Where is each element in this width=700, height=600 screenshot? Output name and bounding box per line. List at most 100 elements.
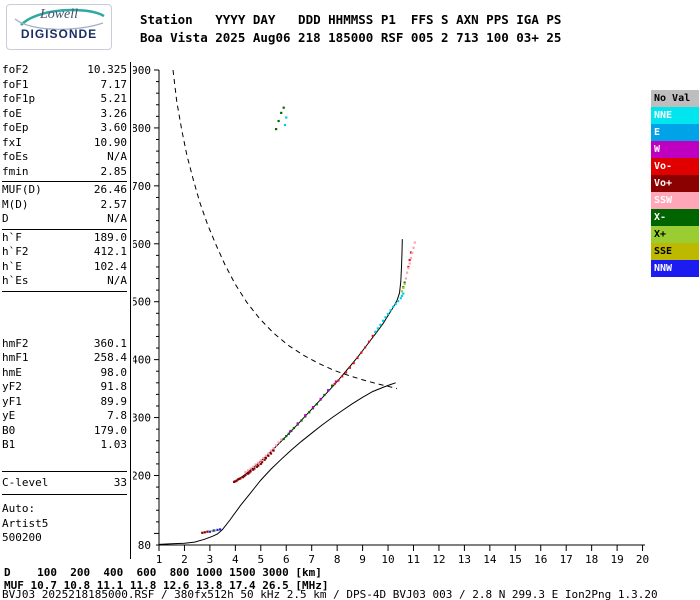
param-label: MUF(D) [2,183,42,196]
param-value: 91.8 [100,380,128,393]
param-label: foF2 [2,63,29,76]
param-row-Clevel: C-level 33 [2,476,127,491]
param-value: 26.46 [93,183,127,196]
x-tick-label: 11 [407,553,420,566]
x-tick-label: 2 [181,553,188,566]
scaled-o-trace [235,239,403,482]
x-tick-label: 7 [308,553,315,566]
param-label: fmin [2,164,29,178]
header-labels-line: Station YYYY DAY DDD HHMMSS P1 FFS S AXN… [140,12,562,27]
param-label: D [2,212,9,225]
doppler-legend: No Val NNE E W Vo- Vo+ SSW X- X+ SSE NNW [651,90,699,277]
param-row-D: D N/A [2,212,127,227]
param-label: foEs [2,150,29,163]
true-height-profile [158,382,396,545]
y-tick-label: 400 [133,354,151,367]
param-label: fxI [2,135,22,149]
param-group: MUF(D) 26.46 M(D) 2.57 D N/A [2,182,127,230]
param-label: B1 [2,438,16,451]
legend-item-SSE: SSE [651,243,699,260]
station-header: Station YYYY DAY DDD HHMMSS P1 FFS S AXN… [140,11,561,47]
param-label: h`F [2,230,22,244]
logo-name: Lowell [39,7,79,22]
param-value: 412.1 [93,245,127,258]
x-tick-label: 9 [359,553,366,566]
param-text: 500200 [2,531,42,544]
param-row-hF: h`F 189.0 [2,231,127,246]
ionogram-plot: 900 800 700 600 500 400 300 200 80 1 2 3 4 5 6 7 8 9 10 11 1… [131,62,655,582]
param-row-hmF2: hmF2 360.1 [2,337,127,352]
y-tick-label: 200 [133,469,151,482]
status-line: BVJ03_2025218185000.RSF / 380fx512h 50 k… [2,588,658,600]
legend-item-NNW: NNW [651,260,699,277]
param-group: foF2 10.325 foF1 7.17 foF1p 5.21 foE 3.26 foEp 3.… [2,62,127,182]
x-tick-label: 19 [610,553,623,566]
logo-subtitle: DIGISONDE [20,27,98,41]
param-label: foEp [2,121,29,134]
param-label: yE [2,409,16,422]
y-tick-label: 80 [138,539,151,552]
param-row-foF1: foF1 7.17 [2,78,127,93]
param-label: B0 [2,423,16,437]
param-value: 7.8 [107,409,127,422]
echo-series-NNW [208,528,222,533]
x-tick-label: 4 [232,553,239,566]
logo-swoosh-icon [14,8,105,30]
param-row-hEs: h`Es N/A [2,274,127,289]
legend-item-NoVal: No Val [651,90,699,107]
y-tick-label: 500 [133,296,151,309]
param-row-hmF1: hmF1 258.4 [2,351,127,366]
legend-item-W: W [651,141,699,158]
param-row-MUFD: MUF(D) 26.46 [2,183,127,198]
param-value: 7.17 [100,77,128,91]
x-tick-label: 13 [458,553,471,566]
legend-item-NNE: NNE [651,107,699,124]
legend-item-E: E [651,124,699,141]
legend-item-X: X+ [651,226,699,243]
param-row-MD: M(D) 2.57 [2,198,127,213]
muf-row: MUF 10.7 10.8 11.1 11.8 12.6 13.8 17.4 2… [4,578,329,592]
echo-series-W [289,380,337,433]
y-tick-label: 900 [133,64,151,77]
echo-series-X- [275,106,406,441]
param-row-yF2: yF2 91.8 [2,380,127,395]
x-tick-label: 5 [257,553,264,566]
echo-series-SSW [244,241,416,474]
x-tick-label: 18 [585,553,598,566]
param-row-yF1: yF1 89.9 [2,395,127,410]
param-label: foF1p [2,92,36,105]
param-label: foE [2,106,22,120]
param-value: 2.57 [100,197,128,211]
param-label: hmF1 [2,351,29,364]
parameter-panel: foF2 10.325 foF1 7.17 foF1p 5.21 foE 3.26 foEp 3.… [2,62,131,559]
y-tick-label: 800 [133,122,151,135]
x-tick-label: 12 [432,553,445,566]
param-value: 2.85 [100,164,128,178]
x-tick-label: 20 [636,553,649,566]
x-tick-label: 10 [381,553,394,566]
param-group: Auto: Artist5 500200 [2,501,127,548]
param-row-fxI: fxI 10.90 [2,136,127,151]
param-row-foEp: foEp 3.60 [2,121,127,136]
param-label: h`E [2,259,22,273]
distance-row: D 100 200 400 600 800 1000 1500 3000 [km… [4,566,322,579]
param-row-B1: B1 1.03 [2,438,127,453]
y-tick-label: 700 [133,180,151,193]
echo-series-NNE [283,116,405,333]
param-row-yE: yE 7.8 [2,409,127,424]
param-value: 5.21 [100,92,128,105]
echo-series-Vo+ [201,449,275,534]
x-tick-label: 16 [534,553,547,566]
legend-item-SSW: SSW [651,192,699,209]
param-label: foF1 [2,77,29,91]
param-row-foF1p: foF1p 5.21 [2,92,127,107]
param-label: yF2 [2,380,22,393]
param-value: 189.0 [93,230,127,244]
param-row-hF2: h`F2 412.1 [2,245,127,260]
param-label: yF1 [2,394,22,408]
y-tick-label: 300 [133,412,151,425]
param-value: 10.325 [87,63,127,76]
param-row-foF2: foF2 10.325 [2,63,127,78]
param-value: 98.0 [100,365,128,379]
